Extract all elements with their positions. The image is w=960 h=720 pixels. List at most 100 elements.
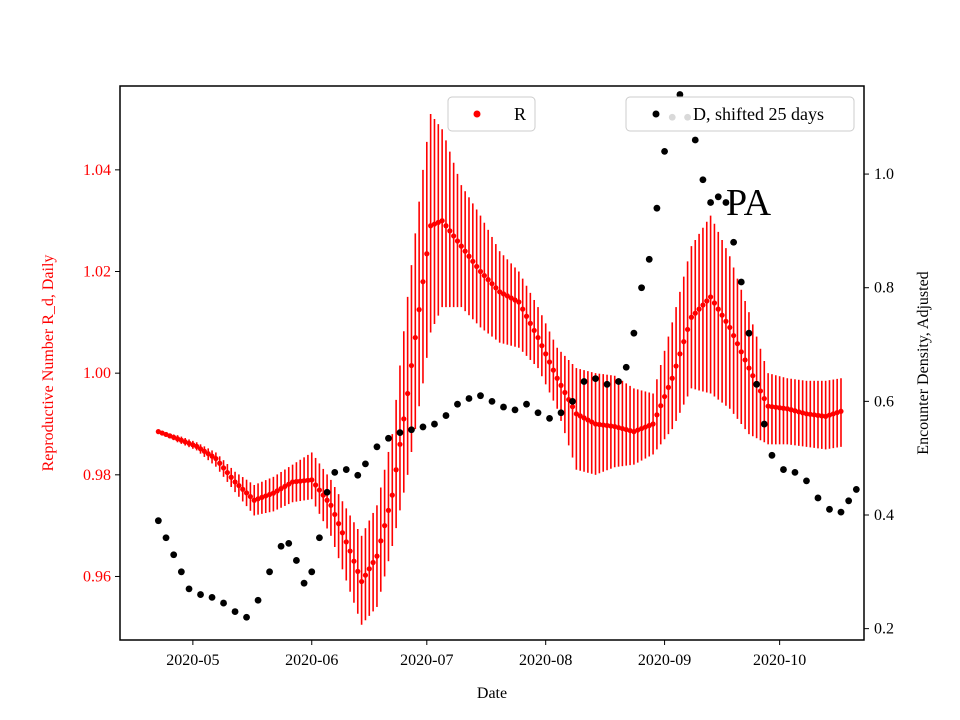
d-point xyxy=(231,608,239,615)
r-point xyxy=(761,395,767,402)
legend-r: R xyxy=(447,96,536,132)
r-point xyxy=(351,558,357,564)
r-point xyxy=(550,367,556,373)
d-point xyxy=(691,136,699,144)
r-point xyxy=(412,334,418,341)
r-point xyxy=(516,299,522,305)
y-right-tick-label: 0.6 xyxy=(874,393,894,410)
d-point xyxy=(465,395,473,402)
plot-frame xyxy=(119,85,865,641)
r-point xyxy=(803,411,810,417)
r-point xyxy=(447,228,453,234)
d-point xyxy=(826,505,833,513)
r-point xyxy=(807,411,813,417)
r-point xyxy=(577,413,583,419)
legend-r-label: R xyxy=(514,104,526,124)
x-axis-title: Date xyxy=(477,685,507,702)
r-point xyxy=(704,298,710,304)
d-point xyxy=(488,397,496,405)
r-point xyxy=(815,412,821,418)
r-point xyxy=(838,408,844,414)
d-point xyxy=(546,415,553,422)
r-point xyxy=(228,474,234,480)
legend-d-box xyxy=(625,96,855,132)
r-point xyxy=(282,483,288,490)
r-point xyxy=(673,363,679,369)
d-point xyxy=(814,494,822,502)
r-point xyxy=(684,326,691,333)
r-point xyxy=(274,488,280,494)
r-point xyxy=(780,405,787,411)
r-point xyxy=(397,441,403,447)
r-point xyxy=(332,511,338,518)
r-point xyxy=(401,416,407,422)
r-point xyxy=(393,467,399,473)
r-point xyxy=(493,285,499,291)
y-right-tick-label: 1.0 xyxy=(874,166,894,183)
r-point xyxy=(715,306,721,312)
x-axis: 2020-05 2020-06 2020-07 2020-08 2020-09 2020-… xyxy=(166,640,806,669)
d-point xyxy=(638,284,645,292)
r-point xyxy=(312,482,319,488)
d-point xyxy=(373,443,381,451)
y-right-axis-title: Encounter Density, Adjusted xyxy=(915,271,932,454)
d-point xyxy=(308,568,316,576)
r-point xyxy=(535,334,541,341)
r-point xyxy=(194,443,200,449)
d-point xyxy=(197,591,204,598)
d-point xyxy=(208,593,216,601)
y-right-tick-label: 0.8 xyxy=(874,280,894,297)
y-left-tick-label: 1.00 xyxy=(83,365,111,382)
d-point xyxy=(837,508,845,516)
r-point xyxy=(543,351,549,357)
r-point xyxy=(213,455,219,462)
r-point xyxy=(197,446,204,452)
r-point xyxy=(819,413,825,419)
d-point xyxy=(653,204,661,212)
r-point xyxy=(443,223,449,229)
legend-d: D, shifted 25 days xyxy=(625,96,855,132)
d-point xyxy=(500,403,507,411)
r-point xyxy=(439,218,445,224)
d-point xyxy=(580,378,588,385)
r-point xyxy=(424,251,430,257)
d-point xyxy=(676,91,684,98)
x-tick-label: 2020-07 xyxy=(400,652,453,669)
r-point xyxy=(546,359,553,365)
r-point xyxy=(661,393,668,400)
d-point xyxy=(753,380,761,388)
r-point xyxy=(201,448,207,454)
r-point xyxy=(485,277,491,283)
r-point xyxy=(347,548,353,554)
r-point xyxy=(462,248,468,254)
legend-d-marker xyxy=(652,110,660,118)
r-point xyxy=(378,538,384,544)
d-point xyxy=(714,193,722,201)
r-point xyxy=(500,291,507,297)
r-point xyxy=(366,566,372,572)
r-point xyxy=(474,263,480,270)
r-point xyxy=(497,289,503,295)
r-point xyxy=(470,258,476,264)
r-point xyxy=(220,465,227,471)
r-point xyxy=(723,318,729,324)
d-point xyxy=(707,199,714,206)
r-point xyxy=(596,421,602,428)
d-point xyxy=(342,466,350,473)
d-point xyxy=(266,568,273,576)
r-point xyxy=(527,320,533,326)
r-point xyxy=(420,279,426,285)
d-point xyxy=(760,420,768,428)
d-point xyxy=(803,477,810,485)
d-point xyxy=(737,278,745,286)
r-point xyxy=(688,314,695,320)
r-point xyxy=(562,389,568,396)
r-point xyxy=(677,351,683,357)
d-point xyxy=(331,468,339,476)
r-point xyxy=(451,233,457,239)
r-point xyxy=(707,294,714,300)
d-point xyxy=(630,329,638,337)
r-point xyxy=(589,419,595,425)
d-point xyxy=(431,420,438,428)
